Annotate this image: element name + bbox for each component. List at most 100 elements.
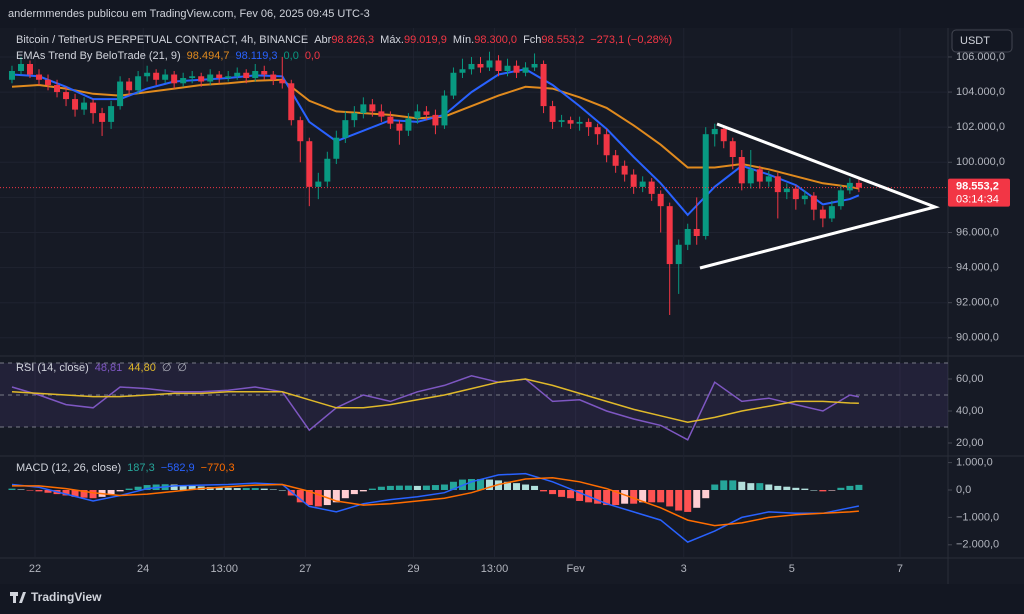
histogram-bar [359, 489, 367, 492]
candle-body [504, 65, 511, 72]
candle-body [261, 71, 268, 75]
y-tick-label: 106.000,0 [956, 51, 1005, 63]
candle-body [17, 63, 24, 72]
candle-body [270, 74, 277, 80]
legend-item: Abr [314, 34, 331, 46]
y-tick-label: 92.000,0 [956, 297, 999, 309]
histogram-bar [621, 489, 629, 504]
candle-body [198, 76, 205, 82]
histogram-bar [747, 483, 755, 490]
x-tick-label: 27 [299, 563, 311, 575]
histogram-bar [801, 488, 809, 490]
triangle-drawing [699, 122, 940, 270]
candle-body [693, 228, 700, 236]
candle-body [729, 141, 736, 158]
legend-item: Bitcoin / TetherUS PERPETUAL CONTRACT, 4… [16, 34, 308, 46]
histogram-bar [765, 484, 773, 490]
histogram-bar [350, 489, 358, 495]
candle-body [207, 74, 214, 82]
legend-item: Máx. [380, 34, 404, 46]
candle-body [90, 102, 97, 114]
candle-body [405, 118, 412, 131]
candle-body [45, 79, 52, 86]
histogram-bar [260, 488, 268, 490]
candle-body [387, 116, 394, 124]
histogram-bar [188, 485, 196, 490]
candle-body [189, 76, 196, 79]
candle-body [342, 120, 349, 138]
candle-body [171, 74, 178, 84]
brand-logo [10, 592, 26, 603]
candle-body [441, 95, 448, 126]
legend-item: ∅ [177, 362, 187, 374]
candle-body [576, 121, 583, 124]
candle-body [8, 71, 15, 80]
candle-body [486, 60, 493, 68]
histogram-bar [305, 489, 313, 506]
grid [0, 28, 952, 557]
candle-body [549, 106, 556, 122]
histogram-bar [738, 481, 746, 490]
histogram-bar [341, 489, 349, 499]
candle-body [369, 104, 376, 112]
histogram-bar [504, 481, 512, 490]
x-tick-label: 24 [137, 563, 149, 575]
candle-body [792, 188, 799, 200]
histogram-bar [476, 479, 484, 490]
currency-button[interactable] [951, 29, 1013, 53]
histogram-bar [35, 489, 43, 492]
histogram-bar [107, 489, 115, 495]
chart-area [0, 28, 1024, 584]
histogram-bar [594, 489, 602, 504]
currency[interactable]: USDT [960, 35, 990, 47]
legend: RSI (14, close) 48,81 44,80 ∅ ∅ [16, 362, 187, 374]
y-tick-label: 0,0 [956, 484, 971, 496]
candle-body [603, 134, 610, 156]
candle-body [675, 244, 682, 265]
histogram-bar [513, 483, 521, 490]
histogram-bar [404, 485, 412, 490]
x-tick-label: 29 [407, 563, 419, 575]
histogram-bar [431, 485, 439, 490]
x-tick-label: 13:00 [210, 563, 238, 575]
candle-body [819, 209, 826, 219]
y-tick-label: −1.000,0 [956, 511, 999, 523]
candle-body [306, 141, 313, 187]
legend-item: −770,3 [201, 462, 235, 474]
candle-body [81, 102, 88, 110]
legend: MACD (12, 26, close) 187,3 −582,9 −770,3 [16, 462, 235, 474]
candle-body [450, 72, 457, 96]
histogram-bar [377, 486, 385, 490]
candle-body [117, 81, 124, 107]
histogram-bar [422, 485, 430, 490]
legend-item: 98.494,7 [187, 50, 230, 62]
candle-body [378, 111, 385, 117]
histogram-bar [837, 487, 845, 490]
histogram-bar [630, 489, 638, 504]
candle-body [684, 228, 691, 245]
legend-item: 0,0 [305, 50, 320, 62]
candle-body [315, 181, 322, 187]
histogram-bar [8, 488, 16, 490]
y-tick-label: 104.000,0 [956, 86, 1005, 98]
x-tick-label: 5 [789, 563, 795, 575]
candle-body [324, 158, 331, 182]
histogram-bar [603, 489, 611, 506]
legend-item: −582,9 [161, 462, 195, 474]
histogram-bar [44, 489, 52, 493]
candle-body [99, 113, 106, 122]
y-tick-label: 94.000,0 [956, 261, 999, 273]
y-tick-label: 40,00 [956, 405, 984, 417]
legend-item: 99.019,9 [404, 34, 447, 46]
histogram-bar [296, 489, 304, 503]
histogram-bar [485, 479, 493, 490]
candle-body [459, 69, 466, 73]
candle-body [243, 72, 250, 79]
histogram-bar [828, 489, 836, 491]
x-tick-label: 13:00 [481, 563, 509, 575]
candle-body [279, 79, 286, 84]
candle-body [639, 181, 646, 187]
histogram-bar [386, 485, 394, 490]
histogram-bar [729, 480, 737, 490]
